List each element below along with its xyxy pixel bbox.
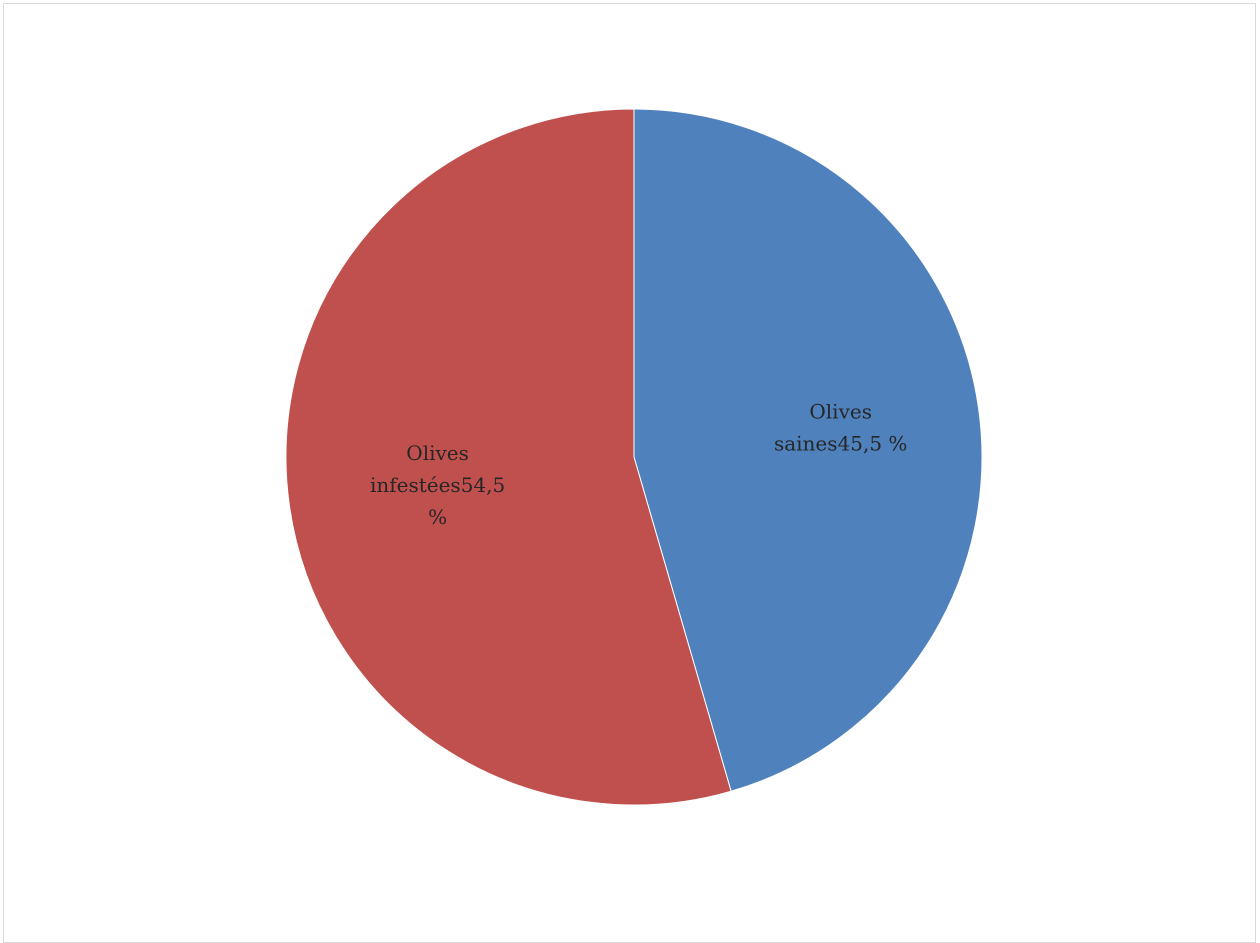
slice-data-label: Olives saines45,5 % bbox=[774, 400, 907, 456]
slice-data-label: Olives infestées54,5% bbox=[370, 441, 505, 529]
slice-label-line: infestées54,5 bbox=[370, 473, 505, 497]
slice-label-line: Olives bbox=[809, 400, 872, 424]
slice-label-line: saines45,5 % bbox=[774, 432, 907, 456]
slice-label-line: Olives bbox=[406, 441, 469, 465]
pie-slice bbox=[285, 108, 732, 806]
pie-slice bbox=[633, 108, 983, 792]
pie-slices bbox=[285, 108, 983, 806]
slice-label-line: % bbox=[428, 505, 447, 529]
pie-labels: Olives saines45,5 % Olives infestées54,5% bbox=[370, 400, 907, 529]
